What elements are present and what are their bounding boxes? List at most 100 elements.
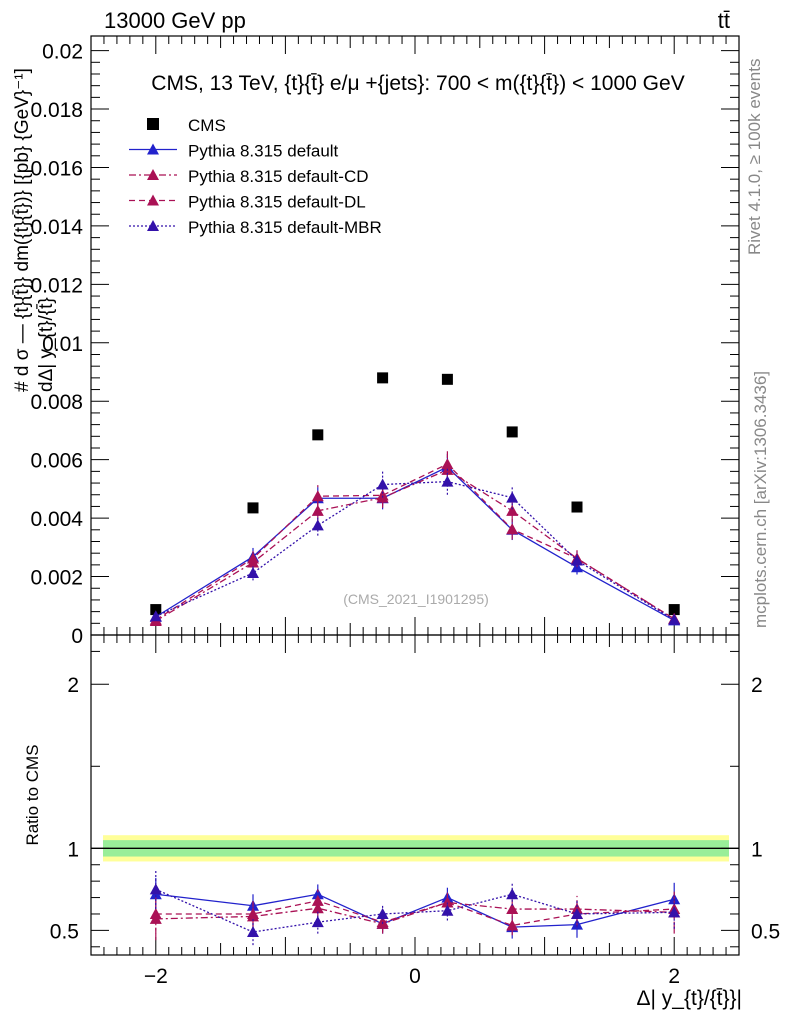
ratio-data-point xyxy=(311,916,324,928)
ratio-ytick-label-right: 1 xyxy=(751,838,763,861)
ratio-series-pythia-8-315-default-mbr xyxy=(149,869,681,946)
main-ytick-label: 0.004 xyxy=(30,508,83,531)
ratio-data-point xyxy=(311,888,324,900)
series-cms xyxy=(150,372,680,616)
ratio-bands xyxy=(91,835,739,862)
legend-entry: CMS xyxy=(147,116,226,135)
data-point xyxy=(376,489,389,501)
data-point xyxy=(506,426,518,438)
data-point xyxy=(149,610,162,622)
legend: CMS Pythia 8.315 default Pythia 8.315 defa… xyxy=(129,116,382,237)
data-point xyxy=(377,372,389,384)
main-ylabel-bottom: dΔ| y_{t}/{t̄} xyxy=(36,297,57,392)
ratio-series-line xyxy=(155,901,675,925)
ratio-xtick-label: 0 xyxy=(409,965,421,988)
ratio-data-point xyxy=(149,883,162,895)
legend-entry: Pythia 8.315 default-CD xyxy=(129,167,369,186)
ratio-series-line xyxy=(155,888,675,933)
legend-marker xyxy=(147,118,159,130)
ratio-series-line xyxy=(155,900,675,927)
ratio-data-point xyxy=(247,907,259,919)
legend-entry: Pythia 8.315 default-MBR xyxy=(129,218,382,237)
legend-entry: Pythia 8.315 default-DL xyxy=(129,193,366,212)
ratio-axis-ticks: 0.5 0.5 1 1 2 2 −2 0 2 xyxy=(50,635,780,988)
main-ytick-label: 0.014 xyxy=(30,216,83,239)
series-line xyxy=(155,463,675,621)
ratio-data-point xyxy=(149,907,162,919)
ratio-data-point xyxy=(506,903,519,915)
ratio-data-point xyxy=(247,926,259,938)
main-series-group xyxy=(149,372,681,626)
mcplots-label: mcplots.cern.ch [arXiv:1306.3436] xyxy=(751,371,770,628)
ratio-data-point xyxy=(376,916,389,928)
legend-marker xyxy=(147,143,159,155)
series-line xyxy=(155,469,675,622)
ratio-data-point xyxy=(506,919,519,931)
data-point xyxy=(571,554,583,566)
legend-label: CMS xyxy=(188,116,226,135)
ratio-data-point xyxy=(311,894,324,906)
data-point xyxy=(311,490,324,502)
ratio-data-point xyxy=(668,906,681,918)
series-line xyxy=(155,466,675,621)
main-ytick-label: 0.002 xyxy=(30,567,83,590)
data-point xyxy=(311,519,324,531)
legend-label: Pythia 8.315 default-DL xyxy=(188,193,366,212)
data-point xyxy=(668,604,680,616)
ratio-data-point xyxy=(441,896,454,908)
legend-label: Pythia 8.315 default-MBR xyxy=(188,218,382,237)
data-point xyxy=(247,502,259,514)
data-point xyxy=(571,501,583,513)
data-point xyxy=(506,491,519,503)
process-label: tt̄ xyxy=(718,8,730,33)
data-point xyxy=(312,429,324,441)
ratio-data-point xyxy=(571,907,583,919)
data-point xyxy=(506,504,519,516)
legend-entry: Pythia 8.315 default xyxy=(129,142,339,161)
ratio-data-point xyxy=(506,888,519,900)
energy-label: 13000 GeV pp xyxy=(104,8,246,33)
main-ytick-label: 0 xyxy=(71,625,83,648)
data-point xyxy=(506,523,519,535)
ratio-ytick-label: 1 xyxy=(67,838,79,861)
data-point xyxy=(376,478,389,490)
main-ylabel-top: # d σ — {t}{t̄}} dm({t}{t̄})} [{pb} {GeV… xyxy=(12,68,33,392)
main-ytick-label: 0.01 xyxy=(42,333,83,356)
legend-label: Pythia 8.315 default xyxy=(188,142,339,161)
main-title: CMS, 13 TeV, {t}{t̄} e/μ +{jets}: 700 < … xyxy=(151,72,684,95)
legend-marker xyxy=(147,169,159,180)
ratio-series-pythia-8-315-default xyxy=(149,877,681,939)
ratio-series-pythia-8-315-default-cd xyxy=(149,891,681,941)
data-point xyxy=(311,504,324,516)
ratio-series-group xyxy=(149,869,681,946)
main-ytick-label: 0.012 xyxy=(30,274,83,297)
data-point xyxy=(247,552,259,564)
ratio-ytick-label-right: 0.5 xyxy=(751,920,780,943)
series-pythia-8-315-default-mbr xyxy=(149,468,681,625)
ratio-ylabel: Ratio to CMS xyxy=(23,744,42,845)
ratio-ytick-label: 2 xyxy=(67,674,79,697)
data-point xyxy=(150,604,162,616)
legend-marker xyxy=(147,220,159,231)
ratio-data-point xyxy=(376,907,389,919)
rivet-label: Rivet 4.1.0, ≥ 100k events xyxy=(745,59,764,255)
ratio-series-line xyxy=(155,893,675,928)
ratio-ytick-label-right: 2 xyxy=(751,674,763,697)
ratio-ytick-label: 0.5 xyxy=(50,920,79,943)
main-ytick-label: 0.018 xyxy=(30,99,83,122)
ratio-xtick-label: −2 xyxy=(144,965,168,988)
data-point xyxy=(441,373,453,385)
main-ytick-label: 0.006 xyxy=(30,450,83,473)
main-ytick-label: 0.008 xyxy=(30,391,83,414)
watermark: (CMS_2021_I1901295) xyxy=(343,591,489,607)
ratio-xtick-label: 2 xyxy=(668,965,680,988)
main-ytick-label: 0.016 xyxy=(30,157,83,180)
data-point xyxy=(441,475,454,487)
data-point xyxy=(441,458,454,470)
legend-label: Pythia 8.315 default-CD xyxy=(188,167,369,186)
x-axis-label: Δ| y_{t}/{t̄}}| xyxy=(636,987,742,1010)
data-point xyxy=(668,613,681,625)
main-axis-ticks: 0 0.002 0.004 0.006 0.008 0.01 0.012 0.014 0.016… xyxy=(30,36,740,648)
ratio-frame-box xyxy=(90,634,740,956)
